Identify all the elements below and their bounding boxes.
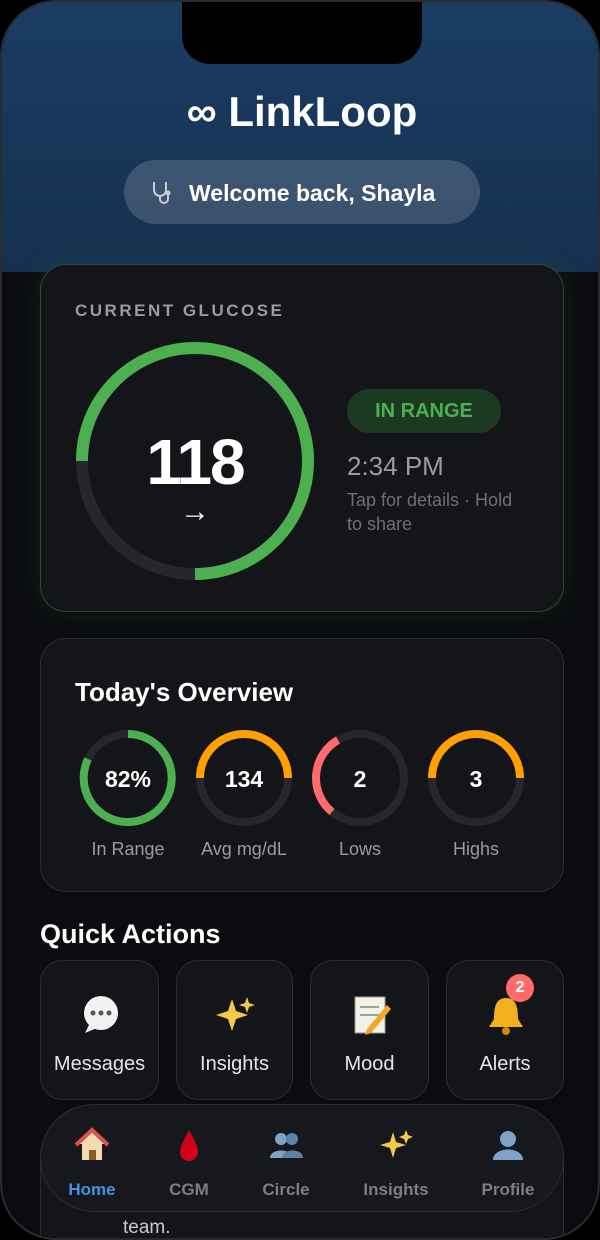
- nav-item[interactable]: Insights: [363, 1180, 429, 1199]
- stat-value: 3: [469, 766, 483, 792]
- notch: [182, 2, 422, 64]
- app-title: ∞ LinkLoop: [186, 88, 418, 135]
- stat-value: 2: [353, 766, 367, 792]
- overview-card: Today's Overview: [40, 638, 564, 892]
- stat-value: 82%: [104, 766, 152, 792]
- action-label: Insights: [200, 1053, 269, 1075]
- greeting-text: Welcome back, Shayla: [189, 180, 436, 206]
- action-tile[interactable]: Insights: [176, 960, 293, 1100]
- greeting-pill: Welcome back, Shayla: [124, 160, 480, 224]
- nav-icon: [270, 1133, 303, 1158]
- stethoscope-icon: [153, 182, 171, 204]
- stat-label: Avg mg/dL: [201, 839, 287, 859]
- stat-label: Lows: [338, 839, 382, 859]
- action-icon: [354, 996, 391, 1035]
- alert-badge: 2: [506, 974, 534, 1002]
- action-label: Messages: [53, 1053, 146, 1075]
- reading-time: 2:34 PM: [347, 451, 444, 481]
- glucose-value: 118: [146, 426, 245, 498]
- action-tile[interactable]: Alerts: [446, 960, 564, 1100]
- stat-label: In Range: [91, 839, 165, 859]
- action-label: Alerts: [479, 1053, 531, 1075]
- quick-actions-title: Quick Actions: [40, 919, 221, 949]
- stat-value: 134: [224, 766, 264, 792]
- nav-item[interactable]: CGM: [169, 1180, 209, 1199]
- overview-rings: [79, 730, 524, 826]
- glucose-card[interactable]: CURRENT GLUCOSE 118 → IN RANGE 2:34 PM T…: [40, 264, 564, 612]
- glucose-ring: [76, 342, 314, 580]
- status-badge: IN RANGE: [347, 389, 501, 433]
- nav-icon: [180, 1130, 198, 1161]
- nav-icon: [493, 1131, 523, 1160]
- action-icon: [83, 996, 118, 1033]
- trend-arrow: →: [180, 495, 210, 528]
- action-tile[interactable]: Mood: [310, 960, 429, 1100]
- action-icon: [215, 997, 255, 1031]
- feed-snippet: team.: [123, 1217, 171, 1238]
- nav-item[interactable]: Circle: [262, 1180, 310, 1199]
- action-tile[interactable]: Messages: [40, 960, 159, 1100]
- glucose-hint: Tap for details · Hold to share: [347, 490, 513, 534]
- overview-title: Today's Overview: [75, 677, 294, 707]
- stat-label: Highs: [452, 839, 500, 859]
- action-label: Mood: [344, 1053, 395, 1075]
- action-icon: [489, 998, 523, 1035]
- nav-item[interactable]: Profile: [481, 1180, 535, 1199]
- glucose-heading: CURRENT GLUCOSE: [75, 301, 285, 320]
- nav-item[interactable]: Home: [68, 1180, 116, 1199]
- nav-icon: [74, 1127, 110, 1160]
- nav-icon: [380, 1130, 413, 1158]
